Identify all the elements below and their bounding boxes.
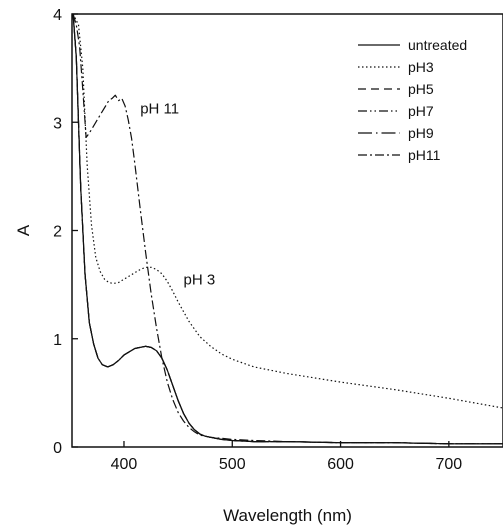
x-tick-label: 700: [436, 456, 463, 473]
series-line-ph3: [72, 14, 503, 409]
series-line-untreated: [72, 14, 503, 445]
series-line-ph5: [72, 14, 503, 445]
legend: untreated pH3 pH5 pH7 pH9 pH11: [358, 37, 467, 163]
y-tick-label: 3: [53, 115, 62, 132]
annotation-label: pH 11: [140, 101, 179, 118]
y-tick-label: 2: [53, 224, 62, 241]
series-line-ph7: [72, 14, 503, 445]
plot-frame: [71, 13, 503, 448]
axis-ticks: 400 500 600 700 0 1 2 3 4: [53, 7, 462, 473]
x-tick-label: 600: [327, 456, 354, 473]
series-line-ph11: [72, 14, 503, 445]
x-tick-label: 400: [111, 456, 138, 473]
series-lines: [72, 14, 503, 445]
series-line-ph9: [72, 14, 503, 445]
legend-label-ph9: pH9: [408, 125, 434, 141]
x-axis-title: Wavelength (nm): [223, 506, 352, 525]
y-axis-title: A: [14, 224, 33, 236]
y-tick-label: 4: [53, 7, 62, 24]
legend-label-ph5: pH5: [408, 81, 434, 97]
y-tick-label: 1: [53, 332, 62, 349]
annotation-label: pH 3: [184, 272, 216, 289]
legend-label-ph7: pH7: [408, 103, 434, 119]
legend-label-ph3: pH3: [408, 59, 434, 75]
legend-label-untreated: untreated: [408, 37, 467, 53]
annotations: pH 11 pH 3: [140, 101, 215, 289]
legend-label-ph11: pH11: [408, 147, 441, 163]
y-tick-label: 0: [53, 440, 62, 457]
x-tick-label: 500: [219, 456, 246, 473]
